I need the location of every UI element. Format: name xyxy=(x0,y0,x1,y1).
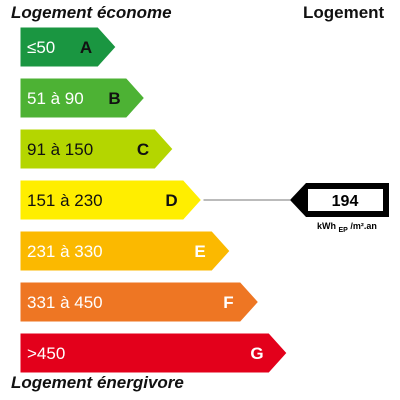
value-label: 194 xyxy=(332,193,359,210)
band-d-letter: D xyxy=(165,191,177,210)
band-c xyxy=(19,128,174,170)
band-c-range: 91 à 150 xyxy=(27,140,93,159)
band-f xyxy=(19,281,260,323)
band-b-range: 51 à 90 xyxy=(27,89,84,108)
band-a xyxy=(19,26,117,68)
title-economical: Logement économe xyxy=(11,3,172,22)
value-unit: kWh EP /m².an xyxy=(317,221,377,234)
band-f-range: 331 à 450 xyxy=(27,293,103,312)
band-a-letter: A xyxy=(80,38,92,57)
band-b xyxy=(19,77,146,119)
band-e-letter: E xyxy=(194,242,205,261)
title-energy-intensive: Logement énergivore xyxy=(11,373,184,392)
band-g-range: >450 xyxy=(27,344,65,363)
value-box xyxy=(308,189,383,211)
band-g-letter: G xyxy=(250,344,263,363)
band-a-range: ≤50 xyxy=(27,38,55,57)
band-d-range: 151 à 230 xyxy=(27,191,103,210)
band-c-letter: C xyxy=(137,140,149,159)
band-f-letter: F xyxy=(223,293,233,312)
band-e xyxy=(19,230,231,272)
band-e-range: 231 à 330 xyxy=(27,242,103,261)
title-dwelling: Logement xyxy=(303,3,385,22)
band-d xyxy=(19,179,203,221)
band-g xyxy=(19,332,288,374)
band-b-letter: B xyxy=(108,89,120,108)
